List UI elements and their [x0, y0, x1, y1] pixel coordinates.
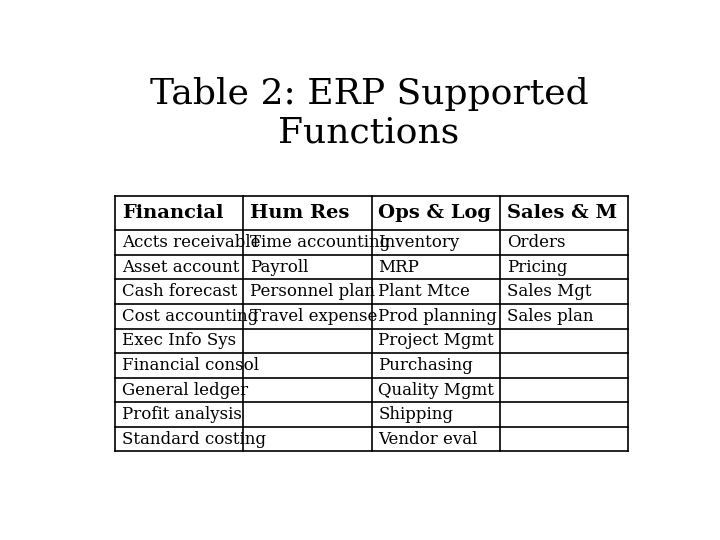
Text: Sales & M: Sales & M	[507, 204, 617, 222]
Text: Accts receivable: Accts receivable	[122, 234, 261, 251]
Text: Purchasing: Purchasing	[379, 357, 473, 374]
Text: Inventory: Inventory	[379, 234, 460, 251]
Text: Asset account: Asset account	[122, 259, 239, 275]
Text: Profit analysis: Profit analysis	[122, 406, 242, 423]
Text: Cash forecast: Cash forecast	[122, 284, 237, 300]
Text: Financial consol: Financial consol	[122, 357, 258, 374]
Text: Plant Mtce: Plant Mtce	[379, 284, 470, 300]
Text: Time accounting: Time accounting	[250, 234, 390, 251]
Text: Pricing: Pricing	[507, 259, 567, 275]
Text: General ledger: General ledger	[122, 382, 248, 399]
Text: Table 2: ERP Supported
Functions: Table 2: ERP Supported Functions	[150, 77, 588, 150]
Text: Travel expense: Travel expense	[250, 308, 377, 325]
Text: Financial: Financial	[122, 204, 223, 222]
Text: Vendor eval: Vendor eval	[379, 431, 478, 448]
Text: Standard costing: Standard costing	[122, 431, 266, 448]
Text: Orders: Orders	[507, 234, 565, 251]
Text: MRP: MRP	[379, 259, 419, 275]
Text: Quality Mgmt: Quality Mgmt	[379, 382, 495, 399]
Text: Project Mgmt: Project Mgmt	[379, 333, 494, 349]
Text: Ops & Log: Ops & Log	[379, 204, 492, 222]
Text: Hum Res: Hum Res	[250, 204, 349, 222]
Text: Payroll: Payroll	[250, 259, 309, 275]
Text: Sales plan: Sales plan	[507, 308, 593, 325]
Text: Sales Mgt: Sales Mgt	[507, 284, 591, 300]
Text: Exec Info Sys: Exec Info Sys	[122, 333, 236, 349]
Text: Cost accounting: Cost accounting	[122, 308, 258, 325]
Text: Personnel plan: Personnel plan	[250, 284, 375, 300]
Text: Shipping: Shipping	[379, 406, 454, 423]
Text: Prod planning: Prod planning	[379, 308, 498, 325]
